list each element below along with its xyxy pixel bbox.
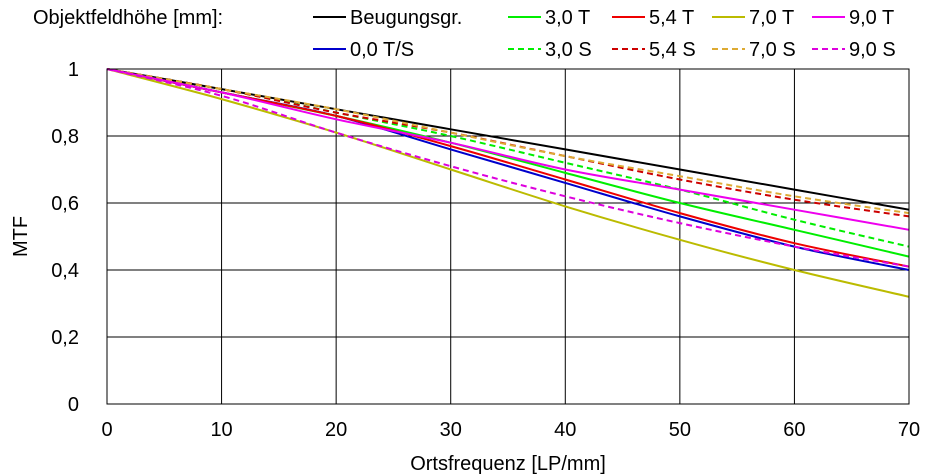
x-tick-labels: 0 10 20 30 40 50 60 70 (101, 419, 920, 441)
series-lines (106, 68, 910, 298)
legend-label: 3,0 T (545, 7, 590, 29)
y-tick-label: 0,6 (51, 193, 79, 215)
legend-title: Objektfeldhöhe [mm]: (33, 7, 223, 29)
legend-label: 0,0 T/S (350, 39, 414, 61)
series-line (106, 68, 910, 211)
legend-label: 9,0 S (849, 39, 896, 61)
y-tick-label: 1 (68, 59, 79, 81)
legend: Beugungsgr. 3,0 T 5,4 T 7,0 T 9,0 T 0,0 T/S 3,… (313, 7, 896, 61)
grid (107, 69, 909, 404)
x-tick-label: 10 (210, 419, 232, 441)
legend-label: 7,0 T (749, 7, 794, 29)
series-line (106, 68, 910, 218)
series-line (106, 68, 910, 268)
series-line (106, 68, 910, 268)
x-tick-label: 50 (669, 419, 691, 441)
y-axis-label: MTF (10, 216, 32, 257)
series-line (106, 68, 910, 231)
legend-label: 5,4 T (649, 7, 694, 29)
legend-label: 9,0 T (849, 7, 894, 29)
legend-label: 5,4 S (649, 39, 696, 61)
x-tick-label: 20 (325, 419, 347, 441)
y-tick-label: 0,2 (51, 327, 79, 349)
x-tick-label: 0 (101, 419, 112, 441)
series-line (106, 68, 910, 215)
legend-label: 7,0 S (749, 39, 796, 61)
series-line (106, 68, 910, 248)
y-tick-label: 0 (68, 394, 79, 416)
plot-frame (106, 68, 910, 405)
x-tick-label: 40 (554, 419, 576, 441)
y-tick-label: 0,8 (51, 126, 79, 148)
x-axis-label: Ortsfrequenz [LP/mm] (410, 453, 606, 475)
series-line (106, 68, 910, 271)
legend-label: 3,0 S (545, 39, 592, 61)
y-tick-labels: 0 0,2 0,4 0,6 0,8 1 (51, 59, 79, 416)
x-tick-label: 30 (440, 419, 462, 441)
series-line (106, 68, 910, 298)
y-tick-label: 0,4 (51, 260, 79, 282)
x-tick-label: 70 (898, 419, 920, 441)
legend-label: Beugungsgr. (350, 7, 462, 29)
x-tick-label: 60 (783, 419, 805, 441)
